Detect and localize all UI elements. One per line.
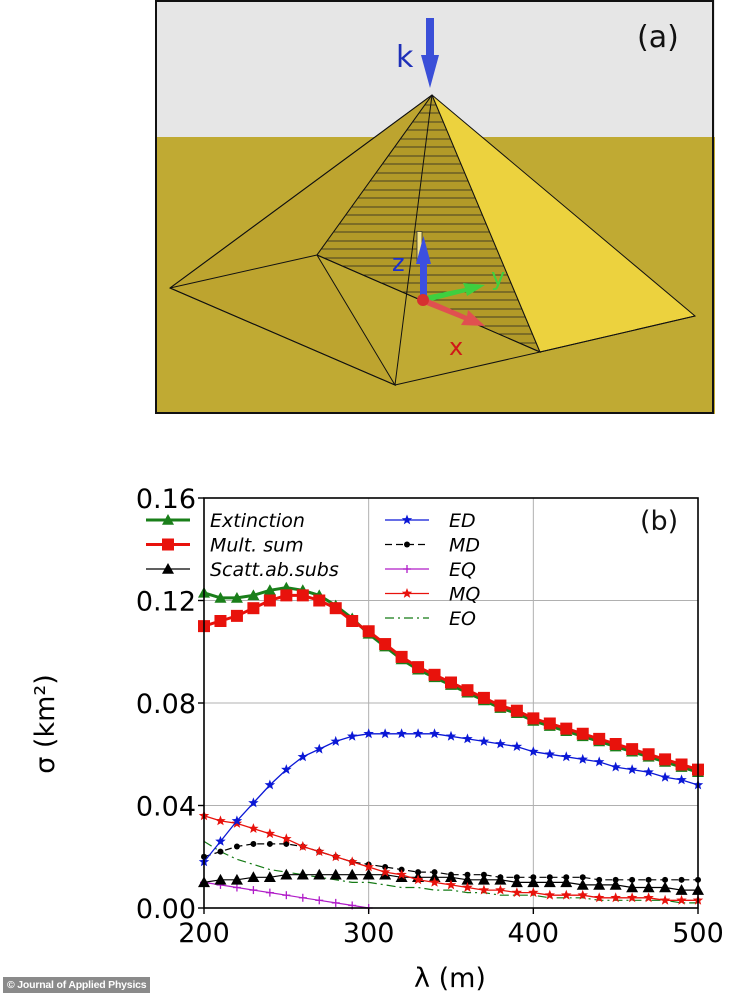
x-tick-label: 200 [178,918,230,949]
y-tick-label: 0.16 [136,484,196,515]
y-tick-label: 0.04 [136,792,196,823]
panel-b-label: (b) [640,506,678,537]
x-axis-title: λ (m) [414,963,486,994]
y-tick-label: 0.00 [136,894,196,925]
legend-entry: EQ [385,559,476,581]
z-axis-label: z [392,249,405,277]
panel-b-cross-section-chart: 200 300 400 500 0.00 0.04 0.08 0.12 0.16 Extinct… [30,484,724,994]
series-scatt-ab-subs [198,868,704,895]
series-mult-sum [198,589,704,776]
y-tick-label: 0.08 [136,689,196,720]
legend-entry: Extinction [146,510,305,532]
legend-label: MD [449,535,480,557]
y-axis-title: σ (km²) [30,674,61,774]
k-label: k [396,40,414,75]
series-ed [198,728,704,867]
legend-entry: MQ [385,584,480,606]
x-axis-arrow-icon [417,294,485,326]
panel-a-label: (a) [637,20,679,55]
chart-series [198,581,704,912]
axis-ticks: 200 300 400 500 0.00 0.04 0.08 0.12 0.16 [136,484,724,949]
x-tick-label: 500 [672,918,724,949]
series-eq [200,878,373,912]
legend-label: EQ [449,559,476,581]
y-tick-label: 0.12 [136,587,196,618]
legend-label: ED [449,510,476,532]
legend-label: MQ [449,584,480,606]
legend-entry: ED [385,510,476,532]
panel-a-pyramid-render: k z y x (a) [155,0,715,414]
series-eo [203,840,698,904]
x-axis-label: x [449,333,463,361]
pyramid-edges [169,94,696,386]
x-tick-label: 300 [343,918,395,949]
x-tick-label: 400 [508,918,560,949]
legend-entry: Mult. sum [146,535,304,557]
k-arrow-icon [421,18,439,88]
legend-label: Extinction [210,510,305,532]
z-axis-arrow-icon [416,236,431,298]
legend-entry: Scatt.ab.subs [146,559,339,581]
y-axis-arrow-icon [425,283,485,302]
legend-label: Mult. sum [210,535,304,557]
legend-entry: MD [385,535,480,557]
journal-credit: © Journal of Applied Physics [3,977,151,993]
legend-label: Scatt.ab.subs [210,559,339,581]
panel-a-border [155,0,714,414]
legend-label: EO [449,608,476,630]
legend-entry: EO [385,608,476,630]
y-axis-label: y [491,263,505,291]
